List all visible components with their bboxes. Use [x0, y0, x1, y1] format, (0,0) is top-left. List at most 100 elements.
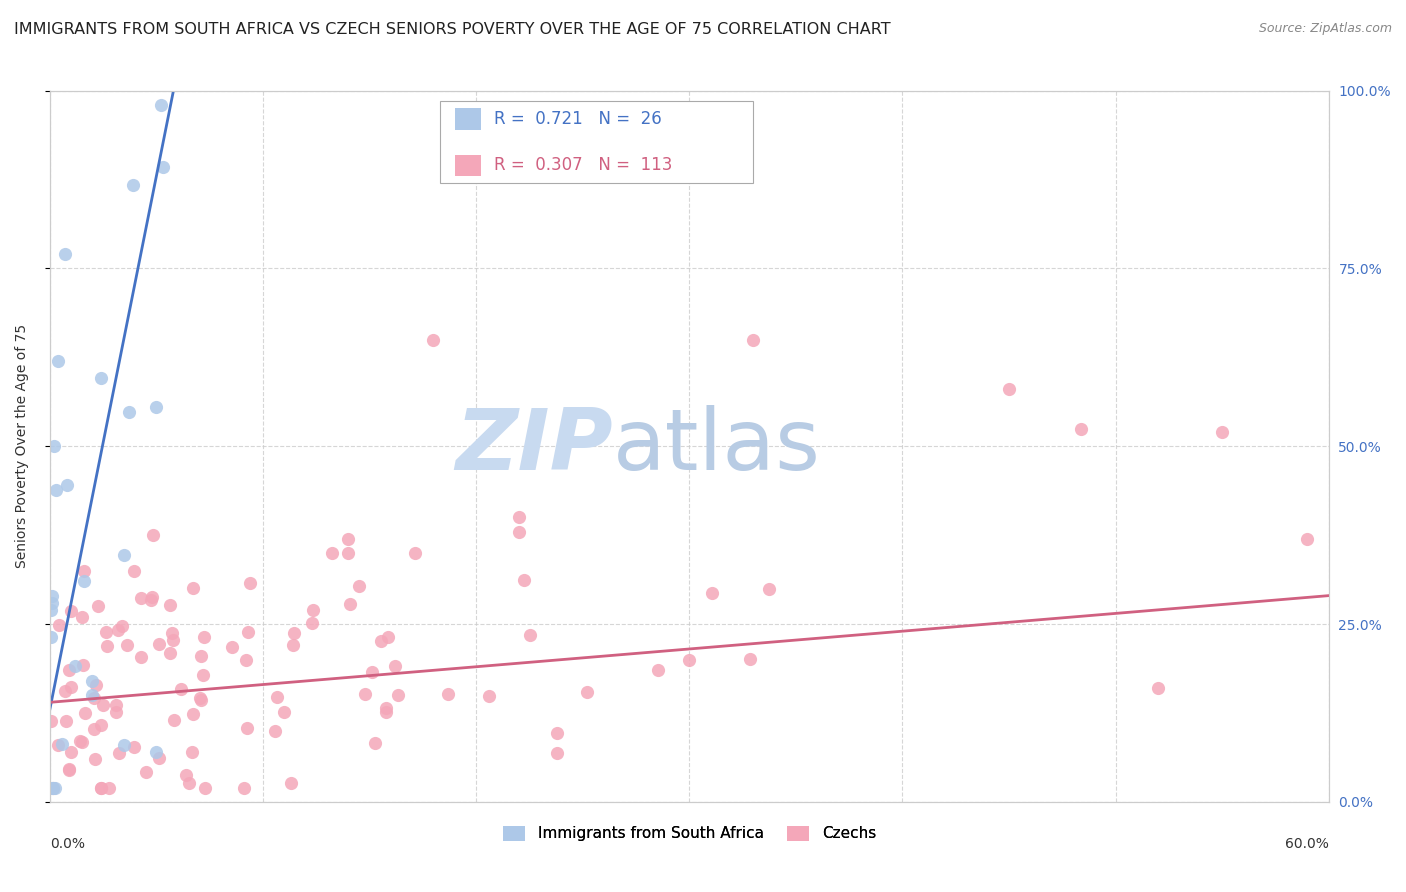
Point [87, 599, 110, 614]
Point [302, 603, 325, 617]
Point [347, 579, 370, 593]
Point [191, 668, 214, 682]
Point [115, 638, 138, 652]
Point [160, 626, 183, 640]
Point [122, 739, 145, 754]
Point [162, 632, 184, 647]
Point [700, 585, 723, 599]
Point [42, 780, 65, 795]
Point [233, 780, 256, 795]
Point [1147, 681, 1170, 695]
Text: atlas: atlas [613, 405, 821, 488]
Point [84, 678, 107, 692]
Point [122, 564, 145, 578]
Point [519, 628, 541, 642]
FancyBboxPatch shape [440, 102, 754, 183]
Point [360, 665, 382, 680]
FancyBboxPatch shape [456, 154, 481, 176]
Point [139, 593, 162, 607]
Point [179, 776, 201, 790]
Point [129, 650, 152, 665]
Point [281, 638, 304, 652]
Point [354, 687, 377, 701]
Point [122, 178, 145, 193]
Y-axis label: Seniors Poverty Over the Age of 75: Seniors Poverty Over the Age of 75 [15, 324, 30, 568]
Point [266, 690, 288, 704]
Point [53, 683, 76, 698]
Point [44, 780, 66, 795]
Text: Source: ZipAtlas.com: Source: ZipAtlas.com [1258, 22, 1392, 36]
Point [114, 548, 136, 562]
Point [738, 652, 761, 666]
Point [58, 762, 80, 776]
Point [46, 738, 69, 752]
Point [280, 775, 302, 789]
Point [758, 582, 780, 596]
Point [96, 639, 118, 653]
Point [181, 745, 204, 759]
Point [90, 780, 112, 795]
Point [370, 634, 392, 648]
Point [59, 745, 82, 759]
Point [42, 439, 65, 453]
Point [374, 705, 396, 719]
Point [39, 630, 62, 644]
Point [152, 160, 174, 174]
Point [73, 706, 96, 720]
Point [56, 478, 79, 492]
Point [41, 589, 63, 603]
Point [90, 780, 112, 795]
Point [45, 483, 67, 498]
Text: 60.0%: 60.0% [1285, 838, 1329, 852]
Point [647, 663, 669, 677]
Point [264, 723, 287, 738]
Point [181, 581, 204, 595]
Point [70, 734, 93, 748]
Point [94, 625, 117, 640]
Point [51, 737, 73, 751]
Point [108, 746, 131, 760]
Point [478, 689, 501, 703]
Point [742, 333, 765, 347]
Point [513, 573, 536, 587]
Point [41, 780, 63, 795]
Point [48, 617, 70, 632]
Point [190, 693, 212, 707]
Point [73, 574, 96, 588]
Point [437, 688, 460, 702]
Point [145, 745, 167, 759]
Point [194, 780, 217, 795]
Point [107, 623, 129, 637]
Point [70, 609, 93, 624]
Point [235, 653, 257, 667]
Point [546, 746, 568, 760]
Point [83, 690, 105, 705]
Point [422, 333, 444, 347]
Point [163, 713, 186, 727]
Point [129, 591, 152, 605]
Point [337, 546, 360, 560]
Point [93, 698, 115, 712]
Point [105, 698, 128, 712]
Point [301, 616, 323, 631]
Point [508, 524, 530, 539]
FancyBboxPatch shape [456, 109, 481, 129]
Point [41, 596, 63, 610]
Point [339, 597, 361, 611]
Point [58, 764, 80, 778]
Point [575, 684, 598, 698]
Text: R =  0.307   N =  113: R = 0.307 N = 113 [494, 156, 672, 174]
Point [1296, 532, 1319, 546]
Point [82, 673, 104, 688]
Point [546, 726, 568, 740]
Point [48, 354, 70, 368]
Text: R =  0.721   N =  26: R = 0.721 N = 26 [494, 110, 661, 128]
Point [998, 383, 1021, 397]
Point [1211, 425, 1233, 439]
Point [135, 765, 157, 780]
Point [105, 706, 128, 720]
Point [239, 576, 262, 591]
Point [73, 564, 96, 578]
Point [90, 718, 112, 732]
Point [83, 722, 105, 736]
